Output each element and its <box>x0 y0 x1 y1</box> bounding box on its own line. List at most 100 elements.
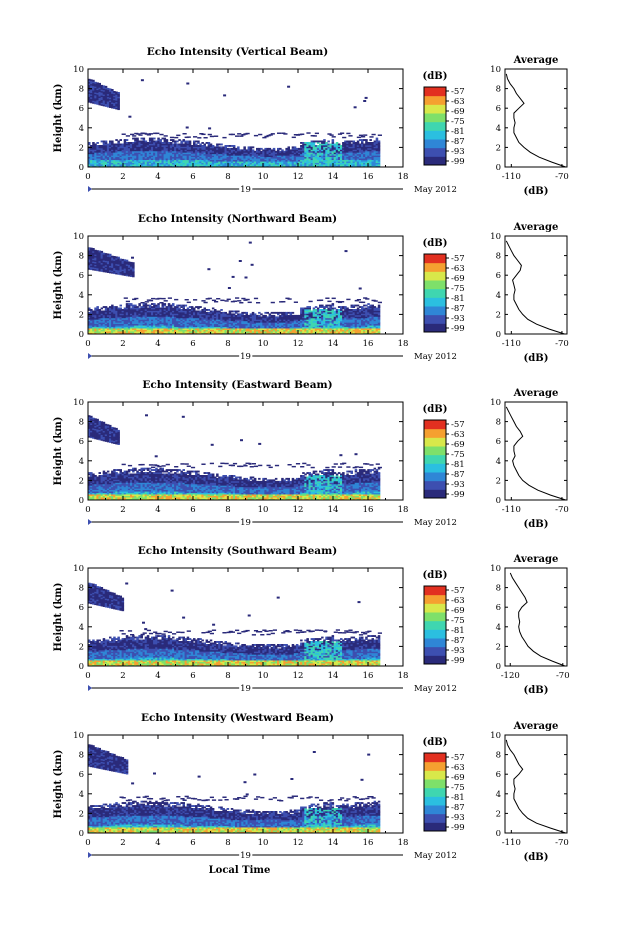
echo-cell <box>287 326 290 329</box>
echo-cell <box>138 304 141 307</box>
echo-cell <box>163 143 167 146</box>
echo-cell <box>268 316 272 319</box>
echo-cell <box>218 322 221 325</box>
echo-cell <box>92 87 95 90</box>
echo-cell <box>352 165 356 168</box>
echo-cell <box>342 328 345 330</box>
echo-cell <box>92 97 95 100</box>
echo-cell <box>291 147 295 150</box>
echo-cell <box>220 150 223 153</box>
echo-cell <box>90 98 93 101</box>
echo-cell <box>106 325 110 328</box>
echo-cell <box>98 155 101 158</box>
echo-cell <box>159 317 162 320</box>
echo-cell <box>157 304 160 307</box>
echo-cell <box>325 326 328 329</box>
echo-cell <box>245 155 248 158</box>
echo-cell <box>172 314 175 317</box>
echo-cell <box>109 311 112 314</box>
echo-cell <box>178 313 181 316</box>
echo-cell <box>94 331 97 333</box>
echo-cell <box>132 322 135 325</box>
echo-cell <box>356 332 360 335</box>
echo-cell <box>165 149 169 152</box>
echo-cell <box>148 149 152 152</box>
echo-cell <box>144 303 148 305</box>
echo-cell <box>342 314 345 317</box>
echo-cell <box>142 147 146 150</box>
echo-cell <box>230 314 234 317</box>
echo-cell <box>218 162 221 165</box>
echo-cell <box>327 133 332 135</box>
echo-cell <box>247 162 251 165</box>
echo-cell <box>266 311 269 314</box>
echo-cell <box>197 332 200 335</box>
echo-cell <box>266 332 269 335</box>
echo-cell <box>262 314 265 317</box>
echo-cell <box>132 164 135 166</box>
echo-cell <box>323 307 326 310</box>
echo-cell <box>167 328 171 330</box>
echo-cell <box>96 150 99 153</box>
echo-cell <box>241 158 244 161</box>
echo-cell <box>302 143 305 146</box>
echo-cell <box>335 142 339 144</box>
echo-cell <box>180 314 183 317</box>
echo-cell <box>293 320 297 323</box>
echo-cell <box>195 153 198 156</box>
echo-cell <box>230 323 234 326</box>
echo-cell <box>306 332 309 335</box>
x-tick-label: 10 <box>258 172 269 182</box>
echo-cell <box>323 332 326 335</box>
colorbar-tick-label: -81 <box>451 127 465 137</box>
echo-cell <box>253 313 257 316</box>
echo-cell <box>96 82 99 85</box>
echo-cell <box>90 326 93 329</box>
echo-cell <box>281 322 284 325</box>
echo-cell <box>327 165 330 168</box>
echo-cell <box>218 153 221 156</box>
echo-cell <box>361 306 364 308</box>
echo-cell <box>228 156 232 159</box>
echo-cell <box>104 145 108 147</box>
echo-cell <box>172 313 175 316</box>
echo-cell <box>111 313 114 316</box>
echo-cell <box>165 165 169 168</box>
echo-cell <box>293 152 297 155</box>
echo-cell <box>253 314 257 317</box>
echo-cell <box>109 142 112 144</box>
echo-cell <box>205 326 209 329</box>
echo-cell <box>358 145 362 147</box>
echo-cell <box>197 317 200 320</box>
echo-cell <box>111 311 114 314</box>
echo-cell <box>136 311 139 314</box>
echo-cell <box>88 320 91 323</box>
echo-cell <box>182 153 185 156</box>
echo-cell <box>176 319 179 322</box>
echo-cell <box>148 331 152 333</box>
echo-cell <box>333 314 337 317</box>
echo-cell <box>319 164 322 166</box>
echo-cell <box>348 323 351 326</box>
echo-cell <box>325 161 328 163</box>
echo-cell <box>211 145 215 147</box>
echo-cell <box>235 158 238 161</box>
echo-cell <box>214 159 217 162</box>
echo-cell <box>140 316 143 319</box>
echo-cell <box>98 320 101 323</box>
echo-cell <box>245 328 248 330</box>
echo-cell <box>312 158 316 161</box>
echo-cell <box>134 132 139 135</box>
echo-cell <box>155 328 158 330</box>
echo-cell <box>155 159 158 162</box>
echo-cell <box>325 306 328 308</box>
echo-cell <box>228 164 232 166</box>
echo-cell <box>308 164 311 166</box>
echo-cell <box>138 153 141 156</box>
echo-cell <box>195 319 198 322</box>
echo-cell <box>197 142 200 144</box>
echo-cell <box>209 145 213 147</box>
echo-cell <box>155 161 158 163</box>
echo-cell <box>344 320 347 323</box>
echo-cell <box>92 150 95 153</box>
